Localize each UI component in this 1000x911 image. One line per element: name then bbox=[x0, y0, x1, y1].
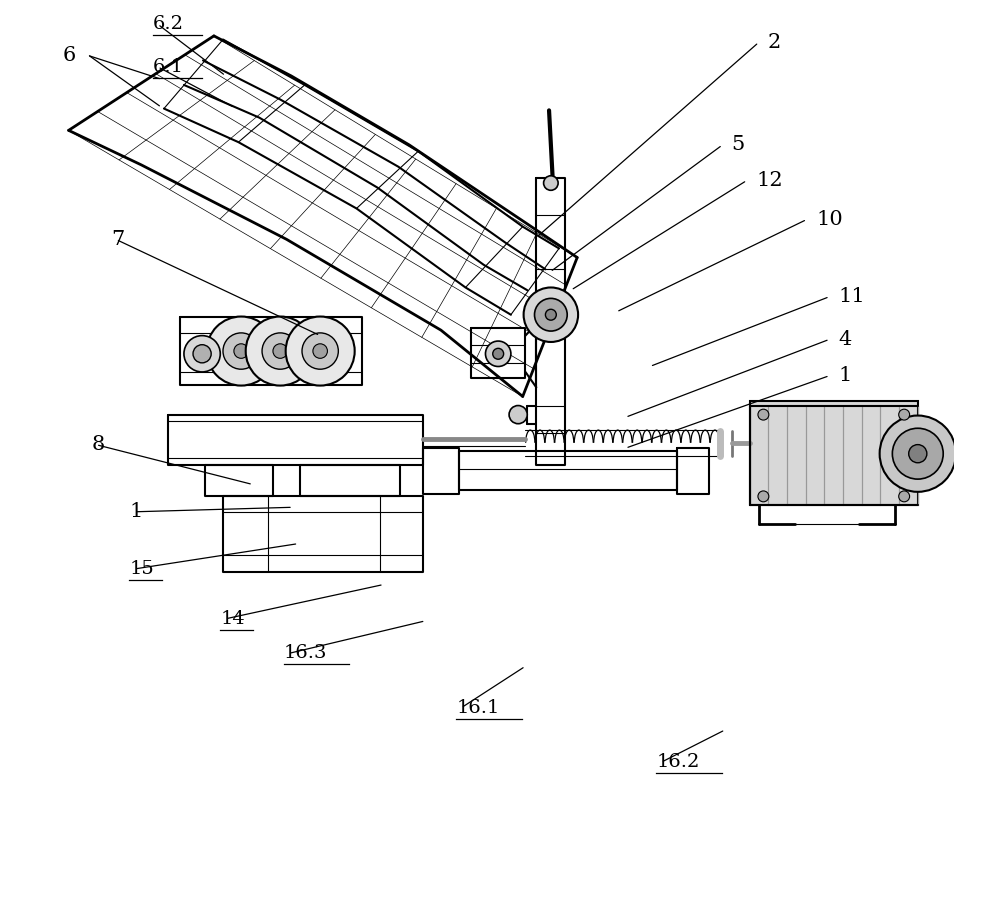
Text: 7: 7 bbox=[111, 230, 125, 249]
Text: 12: 12 bbox=[756, 170, 783, 189]
Text: 8: 8 bbox=[91, 435, 105, 454]
Circle shape bbox=[246, 316, 315, 385]
Circle shape bbox=[758, 409, 769, 420]
FancyBboxPatch shape bbox=[750, 401, 918, 506]
Circle shape bbox=[286, 316, 355, 385]
Circle shape bbox=[485, 341, 511, 366]
Text: 15: 15 bbox=[129, 560, 154, 578]
Circle shape bbox=[524, 288, 578, 342]
Circle shape bbox=[302, 333, 338, 369]
Circle shape bbox=[909, 445, 927, 463]
Text: 1: 1 bbox=[129, 502, 143, 521]
Circle shape bbox=[880, 415, 956, 492]
Text: 6: 6 bbox=[62, 46, 75, 66]
Text: 2: 2 bbox=[768, 33, 781, 52]
Text: 1: 1 bbox=[839, 366, 852, 385]
Circle shape bbox=[207, 316, 276, 385]
Circle shape bbox=[545, 309, 556, 320]
Circle shape bbox=[223, 333, 259, 369]
Circle shape bbox=[193, 344, 211, 363]
Text: 5: 5 bbox=[732, 136, 745, 154]
Circle shape bbox=[758, 491, 769, 502]
Text: 10: 10 bbox=[816, 210, 843, 229]
Circle shape bbox=[899, 491, 910, 502]
Text: 6.1: 6.1 bbox=[153, 57, 184, 76]
Text: 14: 14 bbox=[220, 610, 245, 628]
Text: 16.3: 16.3 bbox=[284, 644, 327, 662]
Text: 16.1: 16.1 bbox=[456, 699, 500, 717]
Text: 6.2: 6.2 bbox=[153, 15, 184, 33]
Circle shape bbox=[544, 176, 558, 190]
Circle shape bbox=[313, 343, 327, 358]
Circle shape bbox=[493, 348, 504, 359]
Circle shape bbox=[535, 299, 567, 331]
Text: 11: 11 bbox=[839, 287, 866, 306]
Circle shape bbox=[892, 428, 943, 479]
Circle shape bbox=[262, 333, 298, 369]
Circle shape bbox=[509, 405, 527, 424]
Circle shape bbox=[234, 343, 248, 358]
Circle shape bbox=[899, 409, 910, 420]
Text: 4: 4 bbox=[839, 330, 852, 349]
Circle shape bbox=[184, 335, 220, 372]
Text: 16.2: 16.2 bbox=[656, 753, 700, 772]
Circle shape bbox=[273, 343, 287, 358]
